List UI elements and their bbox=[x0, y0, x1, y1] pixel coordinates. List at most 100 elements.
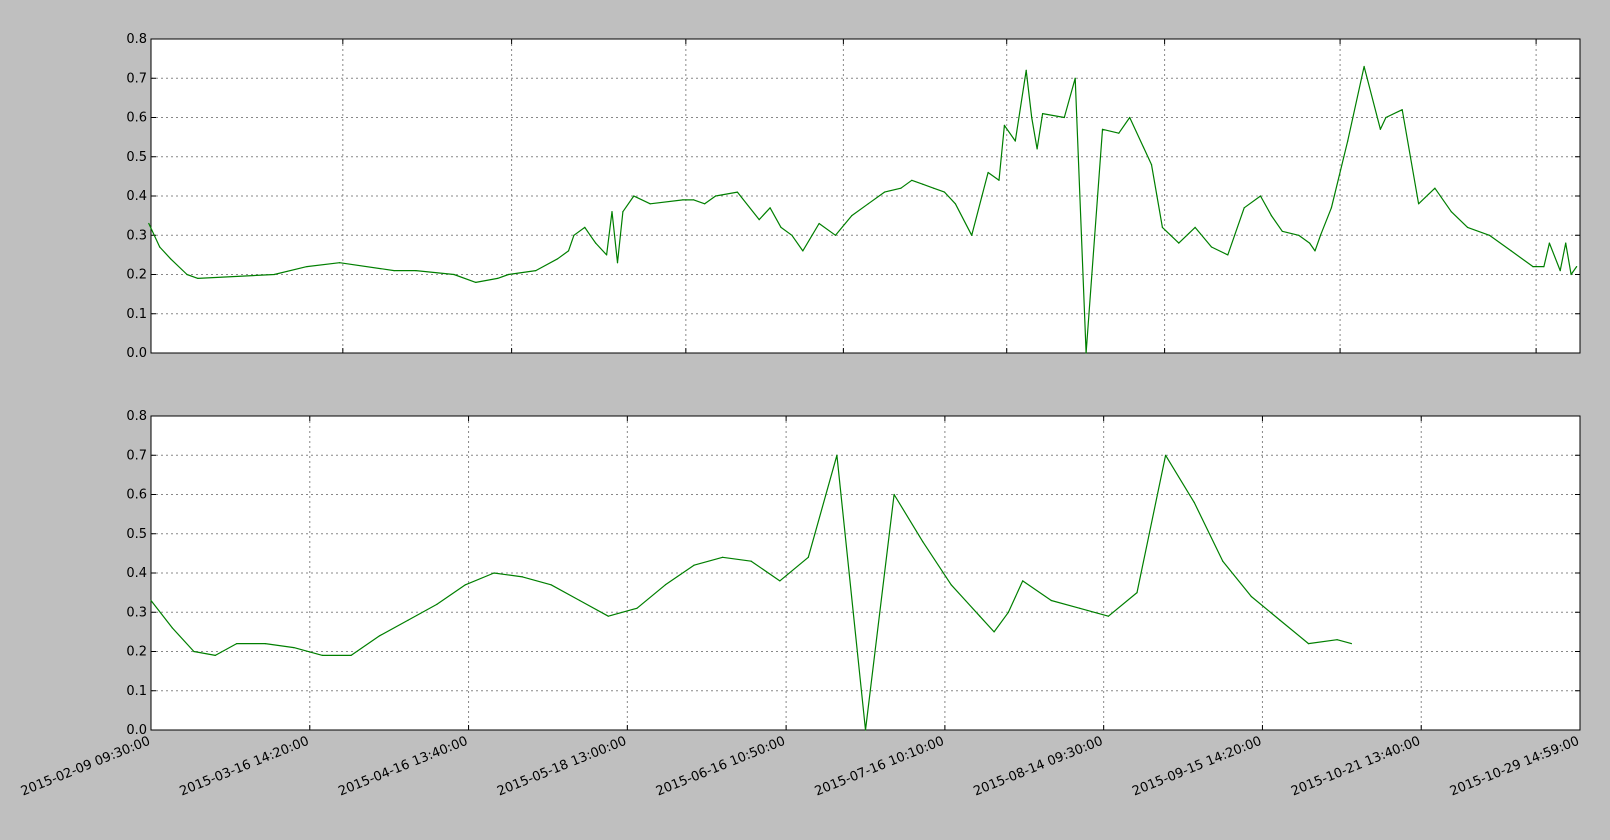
data-point bbox=[836, 454, 838, 456]
data-point bbox=[379, 635, 381, 637]
data-point bbox=[1118, 132, 1120, 134]
data-point bbox=[616, 262, 619, 264]
data-point bbox=[407, 619, 409, 621]
data-point bbox=[769, 207, 771, 209]
data-point bbox=[1330, 207, 1332, 209]
data-point bbox=[579, 599, 581, 602]
data-point bbox=[851, 215, 853, 217]
data-point bbox=[911, 179, 913, 181]
x-tick-label: 2015-09-15 14:20:00 bbox=[1130, 734, 1264, 800]
y-tick-label: 0.8 bbox=[126, 32, 147, 47]
data-point bbox=[214, 654, 216, 657]
data-point bbox=[1548, 242, 1550, 244]
data-point bbox=[1042, 113, 1044, 115]
data-point bbox=[236, 643, 238, 645]
data-point bbox=[1279, 619, 1281, 621]
y-tick-label: 0.5 bbox=[126, 527, 147, 542]
data-point bbox=[589, 234, 591, 236]
data-point bbox=[1003, 124, 1006, 126]
data-point bbox=[1063, 116, 1065, 119]
data-point bbox=[1085, 352, 1087, 354]
data-point bbox=[1250, 595, 1252, 598]
data-point bbox=[1194, 226, 1196, 228]
data-point bbox=[150, 599, 152, 602]
data-point bbox=[339, 262, 341, 264]
data-point bbox=[722, 556, 724, 558]
data-point bbox=[922, 183, 924, 185]
data-point bbox=[1270, 215, 1272, 217]
data-point bbox=[507, 273, 510, 276]
data-point bbox=[933, 187, 935, 189]
y-tick-label: 0.5 bbox=[126, 150, 147, 165]
data-point bbox=[1559, 270, 1561, 272]
y-tick-label: 0.6 bbox=[126, 111, 147, 126]
data-point bbox=[1434, 187, 1436, 189]
y-tick-label: 0.6 bbox=[126, 488, 147, 503]
data-point bbox=[1350, 643, 1352, 645]
data-point bbox=[922, 541, 924, 543]
data-point bbox=[954, 203, 957, 205]
x-tick-label: 2015-04-16 13:40:00 bbox=[336, 734, 470, 800]
data-point bbox=[1022, 580, 1024, 582]
data-point bbox=[893, 493, 895, 496]
bottom-chart-panel: 0.0 0.1 0.2 0.3 0.4 0.5 0.6 0.7 0.8 2015-02-09 09… bbox=[19, 409, 1582, 799]
y-tick-label: 0.3 bbox=[126, 228, 147, 243]
data-point bbox=[1336, 639, 1338, 641]
data-point bbox=[550, 584, 552, 586]
data-point bbox=[1314, 250, 1316, 252]
data-point bbox=[170, 258, 172, 260]
x-tick-label: 2015-06-16 10:50:00 bbox=[654, 734, 788, 800]
data-point bbox=[273, 273, 275, 276]
data-point bbox=[557, 258, 559, 260]
data-point bbox=[950, 584, 952, 586]
data-point bbox=[736, 191, 739, 193]
data-point bbox=[1307, 643, 1310, 645]
data-point bbox=[750, 560, 752, 562]
data-point bbox=[606, 254, 608, 256]
data-point bbox=[1129, 116, 1131, 119]
data-point bbox=[633, 195, 635, 197]
x-tick-label: 2015-10-29 14:59:00 bbox=[1448, 734, 1582, 800]
x-tick-label: 2015-05-18 13:00:00 bbox=[495, 734, 629, 800]
data-point bbox=[607, 615, 609, 617]
x-tick-label: 2015-07-16 10:10:00 bbox=[813, 734, 947, 800]
data-point bbox=[1565, 242, 1567, 244]
data-point bbox=[1014, 140, 1016, 142]
data-point bbox=[943, 191, 946, 193]
data-point bbox=[1107, 615, 1109, 617]
data-point bbox=[497, 277, 499, 279]
data-point bbox=[464, 584, 466, 586]
data-point bbox=[834, 234, 837, 236]
data-point bbox=[264, 643, 266, 645]
data-point bbox=[1227, 254, 1229, 256]
data-point bbox=[682, 199, 684, 201]
data-point bbox=[883, 191, 886, 193]
data-point bbox=[780, 226, 782, 228]
data-point bbox=[193, 650, 195, 653]
data-point bbox=[802, 250, 804, 252]
data-point bbox=[1510, 250, 1512, 252]
data-point bbox=[293, 647, 295, 649]
x-tick-label: 2015-03-16 14:20:00 bbox=[178, 734, 312, 800]
data-point bbox=[415, 270, 417, 272]
data-point bbox=[1467, 226, 1469, 228]
data-point bbox=[1210, 246, 1213, 248]
data-point bbox=[1418, 203, 1420, 205]
y-tick-label: 0.0 bbox=[126, 723, 147, 738]
data-point bbox=[1259, 195, 1262, 197]
y-tick-label: 0.0 bbox=[126, 346, 147, 361]
data-point bbox=[148, 222, 150, 225]
data-point bbox=[1136, 592, 1138, 594]
x-tick-label: 2015-10-21 13:40:00 bbox=[1289, 734, 1423, 800]
data-point bbox=[1401, 109, 1403, 111]
data-point bbox=[1319, 234, 1322, 236]
data-point bbox=[704, 203, 706, 205]
data-point bbox=[611, 211, 613, 213]
data-point bbox=[979, 615, 981, 617]
y-tick-label: 0.8 bbox=[126, 409, 147, 424]
data-point bbox=[186, 273, 188, 276]
top-chart-panel: 0.0 0.1 0.2 0.3 0.4 0.5 0.6 0.7 0.8 bbox=[126, 32, 1581, 361]
data-point bbox=[1243, 207, 1245, 209]
data-point bbox=[321, 654, 324, 657]
y-tick-label: 0.7 bbox=[126, 448, 147, 463]
